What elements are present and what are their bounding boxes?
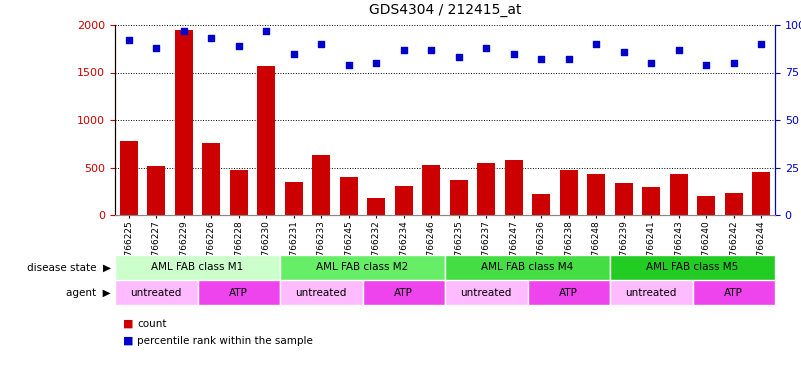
Bar (450, 180, 468, 215)
Text: untreated: untreated (626, 288, 677, 298)
Point (453, 54, 465, 60)
Point (618, 48, 630, 55)
Bar (175, 30, 193, 215)
Bar (587, 174, 606, 215)
Bar (422, 165, 441, 215)
Text: disease state  ▶: disease state ▶ (27, 263, 111, 273)
Point (480, 45, 493, 51)
Bar (120, 141, 138, 215)
Bar (505, 160, 523, 215)
Point (590, 41, 602, 47)
Bar (477, 163, 495, 215)
Text: untreated: untreated (296, 288, 347, 298)
Bar (560, 170, 578, 215)
Text: ■: ■ (123, 336, 134, 346)
Point (700, 62, 713, 68)
Bar (363, 280, 445, 305)
Point (177, 28, 190, 34)
Bar (445, 280, 528, 305)
Bar (147, 166, 165, 215)
Bar (280, 255, 445, 280)
Text: ATP: ATP (229, 288, 248, 298)
Point (232, 43, 245, 49)
Point (315, 41, 328, 47)
Text: GDS4304 / 212415_at: GDS4304 / 212415_at (368, 3, 521, 17)
Text: ATP: ATP (724, 288, 743, 298)
Text: AML FAB class M2: AML FAB class M2 (316, 263, 409, 273)
Bar (670, 174, 688, 215)
Point (397, 46, 410, 53)
Text: AML FAB class M4: AML FAB class M4 (481, 263, 574, 273)
Text: percentile rank within the sample: percentile rank within the sample (138, 336, 313, 346)
Point (370, 60, 383, 66)
Bar (115, 280, 198, 305)
Text: untreated: untreated (131, 288, 182, 298)
Point (645, 60, 658, 66)
Bar (610, 255, 775, 280)
Bar (533, 194, 550, 215)
Bar (693, 280, 775, 305)
Point (727, 60, 740, 66)
Text: ATP: ATP (559, 288, 578, 298)
Bar (642, 187, 660, 215)
Text: agent  ▶: agent ▶ (66, 288, 111, 298)
Point (288, 50, 300, 56)
Text: ATP: ATP (394, 288, 413, 298)
Point (425, 46, 437, 53)
Bar (198, 280, 280, 305)
Bar (445, 255, 610, 280)
Bar (115, 255, 280, 280)
Bar (340, 177, 358, 215)
Point (507, 50, 520, 56)
Bar (368, 199, 385, 215)
Point (150, 45, 163, 51)
Bar (610, 280, 693, 305)
Text: AML FAB class M1: AML FAB class M1 (151, 263, 244, 273)
Text: count: count (138, 319, 167, 329)
Text: untreated: untreated (461, 288, 512, 298)
Point (755, 41, 767, 47)
Bar (725, 193, 743, 215)
Point (342, 62, 355, 68)
Bar (203, 143, 220, 215)
Point (123, 37, 135, 43)
Point (535, 56, 548, 62)
Bar (285, 182, 303, 215)
Point (672, 46, 685, 53)
Bar (257, 66, 276, 215)
Bar (312, 155, 330, 215)
Bar (615, 183, 633, 215)
Text: ■: ■ (123, 319, 134, 329)
Bar (528, 280, 610, 305)
Bar (280, 280, 363, 305)
Point (205, 35, 218, 41)
Bar (230, 170, 248, 215)
Bar (698, 196, 715, 215)
Point (260, 28, 272, 34)
Bar (395, 185, 413, 215)
Bar (752, 172, 771, 215)
Point (562, 56, 575, 62)
Text: AML FAB class M5: AML FAB class M5 (646, 263, 739, 273)
